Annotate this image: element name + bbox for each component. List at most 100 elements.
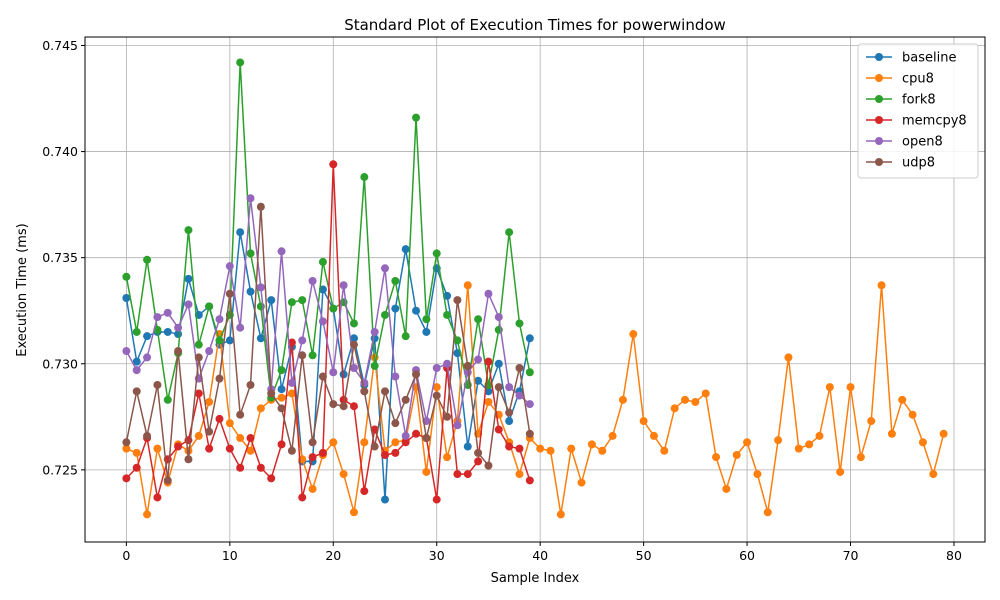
data-point-baseline bbox=[132, 357, 141, 366]
plot-frame bbox=[84, 36, 986, 543]
data-point-cpu8 bbox=[349, 508, 358, 517]
legend-marker bbox=[875, 53, 883, 61]
legend-item-cpu8: cpu8 bbox=[866, 72, 934, 87]
data-point-fork8 bbox=[422, 315, 431, 324]
data-point-cpu8 bbox=[546, 446, 555, 455]
data-point-memcpy8 bbox=[122, 474, 131, 483]
data-point-baseline bbox=[246, 287, 255, 296]
data-point-baseline bbox=[401, 245, 410, 254]
data-point-udp8 bbox=[505, 408, 514, 417]
data-point-memcpy8 bbox=[256, 463, 265, 472]
data-point-cpu8 bbox=[277, 393, 286, 402]
data-point-udp8 bbox=[463, 361, 472, 370]
data-point-cpu8 bbox=[153, 444, 162, 453]
data-point-udp8 bbox=[381, 387, 389, 396]
data-point-memcpy8 bbox=[132, 463, 141, 472]
data-point-cpu8 bbox=[432, 383, 441, 392]
data-point-udp8 bbox=[412, 370, 421, 379]
data-point-cpu8 bbox=[918, 438, 927, 447]
data-point-cpu8 bbox=[774, 436, 783, 445]
data-point-cpu8 bbox=[867, 417, 876, 426]
x-tick-label: 70 bbox=[843, 548, 859, 563]
y-tick-label: 0.745 bbox=[42, 38, 78, 53]
data-point-open8 bbox=[391, 372, 400, 381]
data-point-memcpy8 bbox=[205, 444, 214, 453]
data-point-fork8 bbox=[401, 332, 410, 341]
data-point-cpu8 bbox=[122, 444, 131, 453]
data-point-open8 bbox=[174, 323, 183, 332]
data-point-fork8 bbox=[443, 310, 452, 319]
data-point-cpu8 bbox=[846, 383, 855, 392]
data-point-fork8 bbox=[349, 319, 358, 328]
data-point-fork8 bbox=[143, 255, 152, 264]
series-udp8 bbox=[122, 202, 534, 485]
data-point-memcpy8 bbox=[215, 414, 224, 423]
x-tick-label: 40 bbox=[532, 548, 548, 563]
data-point-fork8 bbox=[391, 277, 400, 286]
legend-item-fork8: fork8 bbox=[866, 93, 936, 108]
data-point-cpu8 bbox=[856, 453, 865, 462]
y-tick-label: 0.730 bbox=[42, 356, 78, 371]
data-point-fork8 bbox=[163, 395, 172, 404]
data-point-cpu8 bbox=[763, 508, 772, 517]
data-point-fork8 bbox=[318, 257, 327, 266]
data-point-udp8 bbox=[132, 387, 141, 396]
series-line-cpu8 bbox=[126, 284, 945, 516]
data-point-fork8 bbox=[246, 249, 255, 258]
x-tick-label: 0 bbox=[122, 548, 130, 563]
data-point-udp8 bbox=[236, 410, 245, 419]
legend-item-memcpy8: memcpy8 bbox=[866, 114, 967, 129]
legend-item-udp8: udp8 bbox=[866, 156, 935, 171]
data-point-cpu8 bbox=[339, 470, 348, 479]
legend-marker bbox=[875, 116, 883, 124]
data-point-cpu8 bbox=[929, 470, 938, 479]
series-line-open8 bbox=[125, 197, 531, 437]
data-point-baseline bbox=[381, 495, 389, 504]
data-point-cpu8 bbox=[722, 484, 731, 493]
data-point-memcpy8 bbox=[505, 442, 514, 451]
data-point-open8 bbox=[339, 281, 348, 290]
data-point-cpu8 bbox=[463, 281, 472, 290]
data-point-cpu8 bbox=[132, 448, 141, 457]
legend-marker bbox=[875, 137, 883, 145]
data-point-fork8 bbox=[184, 226, 193, 235]
data-point-fork8 bbox=[381, 310, 389, 319]
data-point-memcpy8 bbox=[174, 442, 183, 451]
series-line-memcpy8 bbox=[125, 163, 531, 501]
data-point-memcpy8 bbox=[381, 451, 389, 459]
data-point-open8 bbox=[225, 262, 234, 271]
data-point-memcpy8 bbox=[515, 444, 524, 453]
data-point-open8 bbox=[215, 315, 224, 324]
data-point-memcpy8 bbox=[225, 444, 234, 453]
data-point-open8 bbox=[453, 421, 462, 430]
data-point-cpu8 bbox=[236, 434, 245, 443]
data-point-cpu8 bbox=[939, 429, 948, 438]
legend-marker bbox=[875, 74, 883, 82]
data-point-cpu8 bbox=[743, 438, 752, 447]
data-point-open8 bbox=[349, 364, 358, 373]
legend-label: baseline bbox=[902, 51, 956, 66]
data-point-cpu8 bbox=[836, 467, 845, 476]
data-point-cpu8 bbox=[618, 395, 627, 404]
data-point-baseline bbox=[143, 332, 152, 341]
data-point-cpu8 bbox=[422, 467, 431, 476]
data-point-open8 bbox=[184, 300, 193, 309]
data-point-open8 bbox=[318, 317, 327, 326]
data-point-open8 bbox=[132, 366, 141, 375]
data-point-open8 bbox=[122, 347, 131, 356]
data-point-baseline bbox=[225, 336, 234, 345]
data-point-open8 bbox=[484, 289, 493, 298]
data-point-memcpy8 bbox=[287, 338, 296, 347]
data-point-udp8 bbox=[391, 419, 400, 428]
data-point-cpu8 bbox=[670, 404, 679, 413]
data-point-udp8 bbox=[184, 455, 193, 464]
data-point-fork8 bbox=[453, 336, 462, 345]
series-line-fork8 bbox=[125, 61, 531, 401]
data-point-cpu8 bbox=[629, 330, 638, 339]
data-point-memcpy8 bbox=[153, 493, 162, 502]
legend-marker bbox=[875, 95, 883, 103]
data-point-udp8 bbox=[256, 202, 265, 211]
data-point-baseline bbox=[236, 228, 245, 237]
data-point-fork8 bbox=[432, 249, 441, 258]
data-point-cpu8 bbox=[391, 438, 400, 447]
